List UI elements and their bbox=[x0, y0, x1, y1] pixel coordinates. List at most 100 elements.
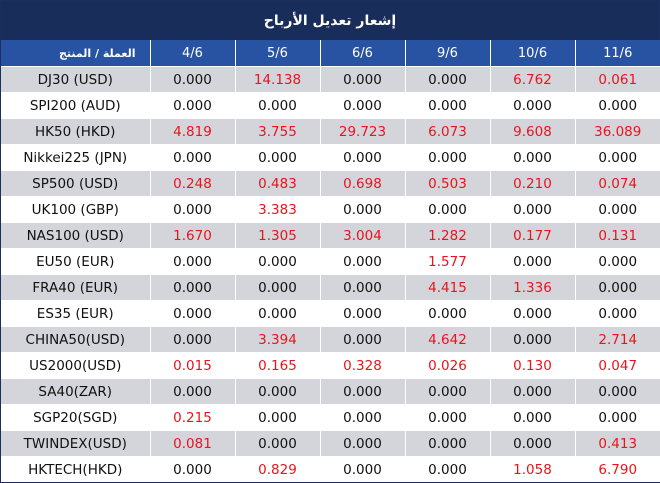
product-cell: ES35 (EUR) bbox=[1, 300, 150, 327]
value-cell: 0.061 bbox=[574, 66, 660, 93]
value-cell: 3.755 bbox=[234, 118, 320, 145]
value-cell: 0.000 bbox=[149, 300, 235, 327]
value-cell: 0.000 bbox=[234, 404, 320, 431]
value-cell: 0.000 bbox=[149, 66, 235, 93]
product-cell: EU50 (EUR) bbox=[1, 248, 150, 275]
product-cell: FRA40 (EUR) bbox=[1, 274, 150, 301]
value-cell: 1.282 bbox=[404, 222, 490, 249]
dividend-table: العملة / المنتج 4/6 5/6 6/6 9/6 10/6 11/… bbox=[1, 40, 660, 482]
value-cell: 0.248 bbox=[149, 170, 235, 197]
value-cell: 0.000 bbox=[489, 92, 575, 119]
value-cell: 0.000 bbox=[149, 248, 235, 275]
column-header-date: 6/6 bbox=[319, 40, 405, 67]
value-cell: 29.723 bbox=[319, 118, 405, 145]
product-cell: NAS100 (USD) bbox=[1, 222, 150, 249]
table-row: SPI200 (AUD) 0.000 0.000 0.000 0.000 0.000 0.0… bbox=[1, 92, 660, 119]
value-cell: 0.000 bbox=[149, 326, 235, 353]
table-row: Nikkei225 (JPN) 0.000 0.000 0.000 0.000 0.000… bbox=[1, 144, 660, 171]
value-cell: 0.483 bbox=[234, 170, 320, 197]
value-cell: 0.131 bbox=[574, 222, 660, 249]
value-cell: 0.000 bbox=[574, 300, 660, 327]
value-cell: 0.000 bbox=[404, 404, 490, 431]
value-cell: 0.000 bbox=[149, 92, 235, 119]
value-cell: 0.000 bbox=[319, 274, 405, 301]
value-cell: 0.026 bbox=[404, 352, 490, 379]
product-cell: SA40(ZAR) bbox=[1, 378, 150, 405]
table-row: SP500 (USD) 0.248 0.483 0.698 0.503 0.210 0.07… bbox=[1, 170, 660, 197]
column-header-date: 4/6 bbox=[149, 40, 235, 67]
table-body: DJ30 (USD) 0.000 14.138 0.000 0.000 6.762 0.06… bbox=[1, 66, 660, 482]
value-cell: 6.762 bbox=[489, 66, 575, 93]
value-cell: 0.215 bbox=[149, 404, 235, 431]
value-cell: 1.058 bbox=[489, 456, 575, 482]
table-row: SA40(ZAR) 0.000 0.000 0.000 0.000 0.000 0.000 bbox=[1, 378, 660, 405]
value-cell: 9.608 bbox=[489, 118, 575, 145]
value-cell: 0.000 bbox=[404, 92, 490, 119]
value-cell: 0.413 bbox=[574, 430, 660, 457]
value-cell: 1.305 bbox=[234, 222, 320, 249]
value-cell: 0.000 bbox=[489, 196, 575, 223]
value-cell: 0.829 bbox=[234, 456, 320, 482]
value-cell: 0.000 bbox=[319, 378, 405, 405]
value-cell: 0.000 bbox=[319, 66, 405, 93]
column-header-date: 10/6 bbox=[489, 40, 575, 67]
column-header-date: 5/6 bbox=[234, 40, 320, 67]
product-cell: UK100 (GBP) bbox=[1, 196, 150, 223]
value-cell: 0.000 bbox=[319, 300, 405, 327]
value-cell: 0.000 bbox=[574, 378, 660, 405]
value-cell: 0.000 bbox=[489, 144, 575, 171]
value-cell: 0.000 bbox=[574, 248, 660, 275]
value-cell: 0.698 bbox=[319, 170, 405, 197]
column-header-date: 11/6 bbox=[574, 40, 660, 67]
value-cell: 0.000 bbox=[489, 248, 575, 275]
value-cell: 0.000 bbox=[404, 144, 490, 171]
product-cell: DJ30 (USD) bbox=[1, 66, 150, 93]
value-cell: 0.177 bbox=[489, 222, 575, 249]
value-cell: 14.138 bbox=[234, 66, 320, 93]
value-cell: 0.000 bbox=[574, 274, 660, 301]
value-cell: 0.000 bbox=[149, 144, 235, 171]
value-cell: 0.000 bbox=[319, 326, 405, 353]
value-cell: 0.503 bbox=[404, 170, 490, 197]
value-cell: 0.015 bbox=[149, 352, 235, 379]
value-cell: 0.000 bbox=[234, 144, 320, 171]
table-row: NAS100 (USD) 1.670 1.305 3.004 1.282 0.177 0.1… bbox=[1, 222, 660, 249]
column-header-product: العملة / المنتج bbox=[1, 40, 150, 67]
table-row: EU50 (EUR) 0.000 0.000 0.000 1.577 0.000 0.000 bbox=[1, 248, 660, 275]
value-cell: 0.000 bbox=[149, 456, 235, 482]
value-cell: 0.000 bbox=[319, 430, 405, 457]
product-cell: SPI200 (AUD) bbox=[1, 92, 150, 119]
value-cell: 0.000 bbox=[489, 326, 575, 353]
value-cell: 0.000 bbox=[404, 430, 490, 457]
value-cell: 0.000 bbox=[574, 144, 660, 171]
table-row: UK100 (GBP) 0.000 3.383 0.000 0.000 0.000 0.00… bbox=[1, 196, 660, 223]
value-cell: 2.714 bbox=[574, 326, 660, 353]
value-cell: 0.000 bbox=[234, 274, 320, 301]
value-cell: 0.000 bbox=[234, 248, 320, 275]
value-cell: 0.000 bbox=[149, 274, 235, 301]
value-cell: 0.000 bbox=[404, 300, 490, 327]
product-cell: SGP20(SGD) bbox=[1, 404, 150, 431]
value-cell: 0.165 bbox=[234, 352, 320, 379]
value-cell: 0.000 bbox=[404, 196, 490, 223]
value-cell: 1.577 bbox=[404, 248, 490, 275]
product-cell: TWINDEX(USD) bbox=[1, 430, 150, 457]
value-cell: 0.081 bbox=[149, 430, 235, 457]
value-cell: 6.073 bbox=[404, 118, 490, 145]
value-cell: 3.004 bbox=[319, 222, 405, 249]
value-cell: 0.000 bbox=[574, 196, 660, 223]
value-cell: 0.000 bbox=[404, 456, 490, 482]
value-cell: 0.000 bbox=[489, 430, 575, 457]
value-cell: 6.790 bbox=[574, 456, 660, 482]
value-cell: 0.000 bbox=[234, 92, 320, 119]
value-cell: 0.210 bbox=[489, 170, 575, 197]
value-cell: 0.328 bbox=[319, 352, 405, 379]
table-header-row: العملة / المنتج 4/6 5/6 6/6 9/6 10/6 11/… bbox=[1, 40, 660, 67]
value-cell: 1.336 bbox=[489, 274, 575, 301]
value-cell: 0.000 bbox=[234, 430, 320, 457]
value-cell: 0.130 bbox=[489, 352, 575, 379]
table-row: HKTECH(HKD) 0.000 0.829 0.000 0.000 1.058 6.79… bbox=[1, 456, 660, 482]
value-cell: 0.000 bbox=[404, 378, 490, 405]
value-cell: 0.000 bbox=[574, 404, 660, 431]
value-cell: 0.000 bbox=[319, 196, 405, 223]
